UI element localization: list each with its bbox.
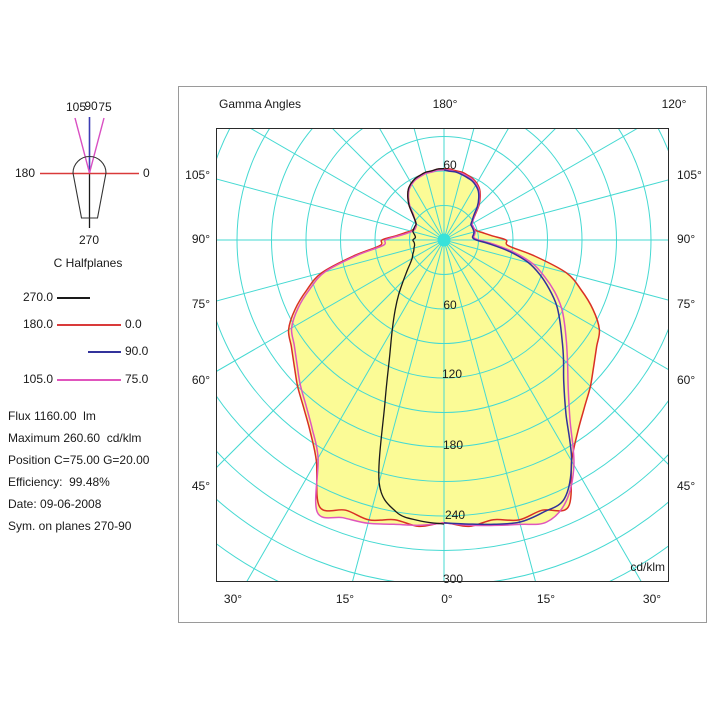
gamma-right-105°: 105°	[677, 168, 702, 182]
curve-C105	[290, 169, 445, 527]
gamma-right-45°: 45°	[677, 479, 696, 493]
gamma-label-120: 120°	[661, 97, 687, 111]
fill-C270	[378, 168, 444, 524]
radial-value-labels: 60 60 120 180 240 300	[442, 158, 465, 586]
legend-left-label: 270.0	[22, 290, 53, 304]
gamma-left-60°: 60°	[191, 373, 210, 387]
legend-line	[57, 324, 121, 326]
info-line-4: Date: 09-06-2008	[8, 497, 102, 511]
legend-right-label: 90.0	[125, 344, 149, 358]
gamma-right-60°: 60°	[677, 373, 696, 387]
info-line-0: Flux 1160.00 lm	[8, 409, 96, 423]
legend-right-label: 75.0	[125, 372, 149, 386]
radial-label-60: 60	[443, 298, 457, 312]
photometric-info-block: Flux 1160.00 lm Maximum 260.60 cd/klm Posi…	[8, 405, 208, 537]
gamma-bottom-0: 30°	[223, 592, 243, 606]
icon-label-75: 75	[98, 100, 112, 114]
icon-label-180: 180	[14, 166, 35, 180]
gamma-right-90°: 90°	[677, 232, 696, 246]
polar-center-dot	[437, 233, 451, 247]
info-line-5: Sym. on planes 270-90	[8, 519, 132, 533]
radial-label-300: 300	[443, 572, 463, 586]
icon-label-105: 105	[65, 100, 87, 114]
panel-border	[178, 86, 707, 623]
icon-ray-75	[88, 117, 105, 174]
unit-label: cd/klm	[630, 560, 665, 574]
curve-C270	[378, 168, 445, 525]
info-line-2: Position C=75.00 G=20.00	[8, 453, 150, 467]
gamma-bottom-1: 15°	[335, 592, 355, 606]
curve-C90	[443, 169, 573, 526]
gamma-left-105°: 105°	[185, 168, 210, 182]
legend-line	[57, 297, 90, 299]
gamma-left-75°: 75°	[191, 297, 210, 311]
luminaire-icon	[40, 117, 139, 228]
luminaire-outline	[72, 155, 107, 219]
gamma-bottom-4: 30°	[642, 592, 662, 606]
radial-label-240: 240	[445, 508, 465, 522]
radial-label-60: 60	[443, 158, 457, 172]
gamma-label-180: 180°	[432, 97, 458, 111]
radial-label-180: 180	[443, 438, 463, 452]
legend-right-label: 0.0	[125, 317, 142, 331]
gamma-right-75°: 75°	[677, 297, 696, 311]
gamma-left-45°: 45°	[191, 479, 210, 493]
icon-ray-105	[74, 117, 91, 174]
chart-frame	[216, 128, 669, 582]
legend-line	[88, 351, 121, 353]
radial-label-120: 120	[442, 367, 462, 381]
icon-label-270: 270	[78, 233, 100, 247]
legend-left-label: 180.0	[22, 317, 53, 331]
icon-label-90: 90	[84, 99, 98, 113]
icon-caption: C Halfplanes	[53, 256, 123, 270]
gamma-bottom-2: 0°	[441, 592, 453, 606]
info-line-3: Efficiency: 99.48%	[8, 475, 110, 489]
gamma-bottom-3: 15°	[536, 592, 556, 606]
icon-label-0: 0	[143, 166, 150, 180]
distribution-curves	[287, 167, 601, 528]
info-line-1: Maximum 260.60 cd/klm	[8, 431, 142, 445]
legend-line	[57, 379, 121, 381]
chart-title: Gamma Angles	[219, 97, 302, 111]
legend-left-label: 105.0	[22, 372, 53, 386]
gamma-left-90°: 90°	[191, 232, 210, 246]
